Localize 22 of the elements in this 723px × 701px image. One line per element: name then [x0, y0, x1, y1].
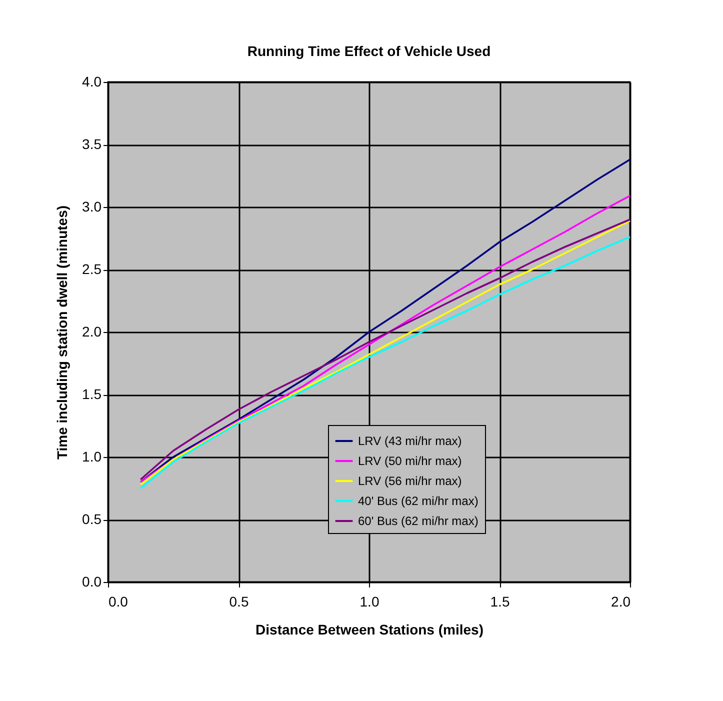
legend-label: LRV (56 mi/hr max): [358, 474, 462, 488]
y-tick-label: 2.5: [82, 261, 102, 277]
y-tick-label: 1.5: [82, 386, 102, 402]
x-axis-title: Distance Between Stations (miles): [256, 622, 484, 638]
legend-label: LRV (50 mi/hr max): [358, 454, 462, 468]
x-tick-label: 2.0: [611, 594, 631, 610]
legend-label: 60' Bus (62 mi/hr max): [358, 514, 478, 528]
y-tick-label: 4.0: [82, 74, 102, 90]
y-tick-label: 0.5: [82, 511, 102, 527]
y-axis-title: Time including station dwell (minutes): [54, 205, 70, 460]
x-tick-label: 0.5: [229, 594, 249, 610]
y-tick-label: 0.0: [82, 574, 102, 590]
x-tick-label: 1.5: [490, 594, 510, 610]
y-tick-label: 2.0: [82, 324, 102, 340]
y-tick-label: 1.0: [82, 448, 102, 464]
chart-title: Running Time Effect of Vehicle Used: [247, 43, 491, 59]
y-tick-label: 3.5: [82, 136, 102, 152]
x-tick-label: 0.0: [108, 594, 128, 610]
legend-label: 40' Bus (62 mi/hr max): [358, 494, 478, 508]
legend-label: LRV (43 mi/hr max): [358, 434, 462, 448]
x-tick-label: 1.0: [360, 594, 380, 610]
y-tick-label: 3.0: [82, 198, 102, 214]
